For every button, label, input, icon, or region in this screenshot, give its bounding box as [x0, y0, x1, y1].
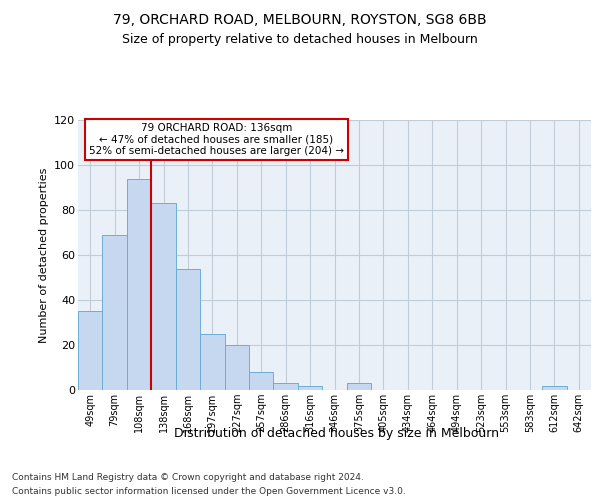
- Bar: [249, 372, 274, 390]
- Bar: [274, 383, 298, 390]
- Bar: [298, 386, 322, 390]
- Text: 79, ORCHARD ROAD, MELBOURN, ROYSTON, SG8 6BB: 79, ORCHARD ROAD, MELBOURN, ROYSTON, SG8…: [113, 12, 487, 26]
- Text: Contains public sector information licensed under the Open Government Licence v3: Contains public sector information licen…: [12, 488, 406, 496]
- Bar: [200, 334, 224, 390]
- Bar: [78, 311, 103, 390]
- Bar: [151, 203, 176, 390]
- Y-axis label: Number of detached properties: Number of detached properties: [38, 168, 49, 342]
- Text: Distribution of detached houses by size in Melbourn: Distribution of detached houses by size …: [173, 428, 499, 440]
- Bar: [176, 268, 200, 390]
- Bar: [542, 386, 566, 390]
- Text: Size of property relative to detached houses in Melbourn: Size of property relative to detached ho…: [122, 32, 478, 46]
- Text: 79 ORCHARD ROAD: 136sqm
← 47% of detached houses are smaller (185)
52% of semi-d: 79 ORCHARD ROAD: 136sqm ← 47% of detache…: [89, 122, 344, 156]
- Text: Contains HM Land Registry data © Crown copyright and database right 2024.: Contains HM Land Registry data © Crown c…: [12, 472, 364, 482]
- Bar: [103, 235, 127, 390]
- Bar: [127, 178, 151, 390]
- Bar: [347, 383, 371, 390]
- Bar: [224, 345, 249, 390]
